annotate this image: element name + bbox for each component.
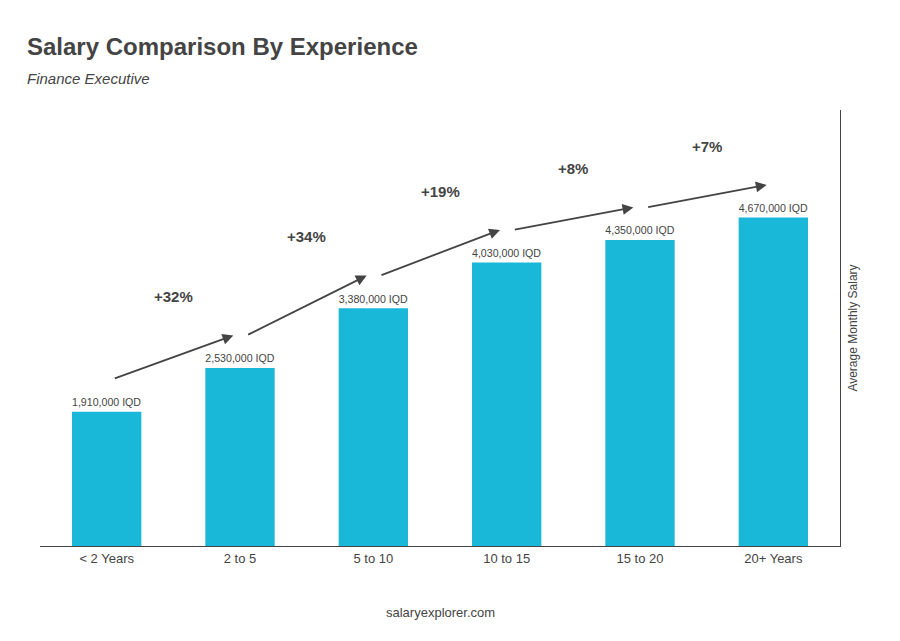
svg-text:+8%: +8%: [558, 160, 588, 177]
svg-text:15 to 20: 15 to 20: [617, 551, 664, 566]
svg-text:20+ Years: 20+ Years: [744, 551, 803, 566]
svg-text:2,530,000 IQD: 2,530,000 IQD: [205, 352, 274, 364]
svg-text:1,910,000 IQD: 1,910,000 IQD: [72, 396, 141, 408]
svg-text:salaryexplorer.com: salaryexplorer.com: [386, 605, 495, 620]
svg-text:4,670,000 IQD: 4,670,000 IQD: [739, 202, 808, 214]
svg-text:4,350,000 IQD: 4,350,000 IQD: [605, 224, 674, 236]
svg-text:Salary Comparison By Experienc: Salary Comparison By Experience: [27, 33, 418, 60]
svg-text:5 to 10: 5 to 10: [353, 551, 393, 566]
svg-text:+7%: +7%: [692, 138, 722, 155]
svg-text:+32%: +32%: [154, 288, 193, 305]
svg-text:4,030,000 IQD: 4,030,000 IQD: [472, 247, 541, 259]
svg-text:+34%: +34%: [287, 228, 326, 245]
svg-text:+19%: +19%: [421, 183, 460, 200]
svg-text:3,380,000 IQD: 3,380,000 IQD: [339, 293, 408, 305]
svg-text:Finance Executive: Finance Executive: [27, 70, 150, 87]
svg-text:Average Monthly Salary: Average Monthly Salary: [846, 264, 860, 391]
svg-text:< 2 Years: < 2 Years: [79, 551, 134, 566]
svg-text:10 to 15: 10 to 15: [483, 551, 530, 566]
svg-text:2 to 5: 2 to 5: [224, 551, 257, 566]
